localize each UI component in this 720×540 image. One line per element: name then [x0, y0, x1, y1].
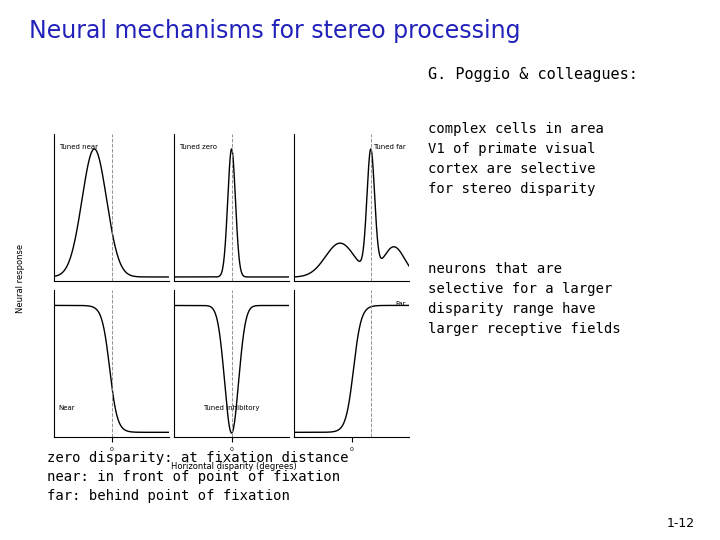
- Text: neurons that are
selective for a larger
disparity range have
larger receptive fi: neurons that are selective for a larger …: [428, 262, 621, 336]
- Text: zero disparity: at fixation distance
near: in front of point of fixation
far: be: zero disparity: at fixation distance nea…: [47, 451, 348, 503]
- Text: Far: Far: [395, 300, 406, 307]
- Text: complex cells in area
V1 of primate visual
cortex are selective
for stereo dispa: complex cells in area V1 of primate visu…: [428, 122, 604, 195]
- Text: Tuned inhibitory: Tuned inhibitory: [203, 405, 260, 411]
- Text: 1-12: 1-12: [667, 517, 695, 530]
- Text: Tuned zero: Tuned zero: [179, 144, 217, 150]
- Text: G. Poggio & colleagues:: G. Poggio & colleagues:: [428, 68, 638, 83]
- Text: Tuned far: Tuned far: [373, 144, 406, 150]
- Text: Horizontal disparity (degrees): Horizontal disparity (degrees): [171, 462, 297, 471]
- Text: Neural mechanisms for stereo processing: Neural mechanisms for stereo processing: [29, 19, 521, 43]
- Text: Neural response: Neural response: [16, 244, 24, 313]
- Text: Near: Near: [58, 405, 75, 411]
- Text: Tuned near: Tuned near: [58, 144, 98, 150]
